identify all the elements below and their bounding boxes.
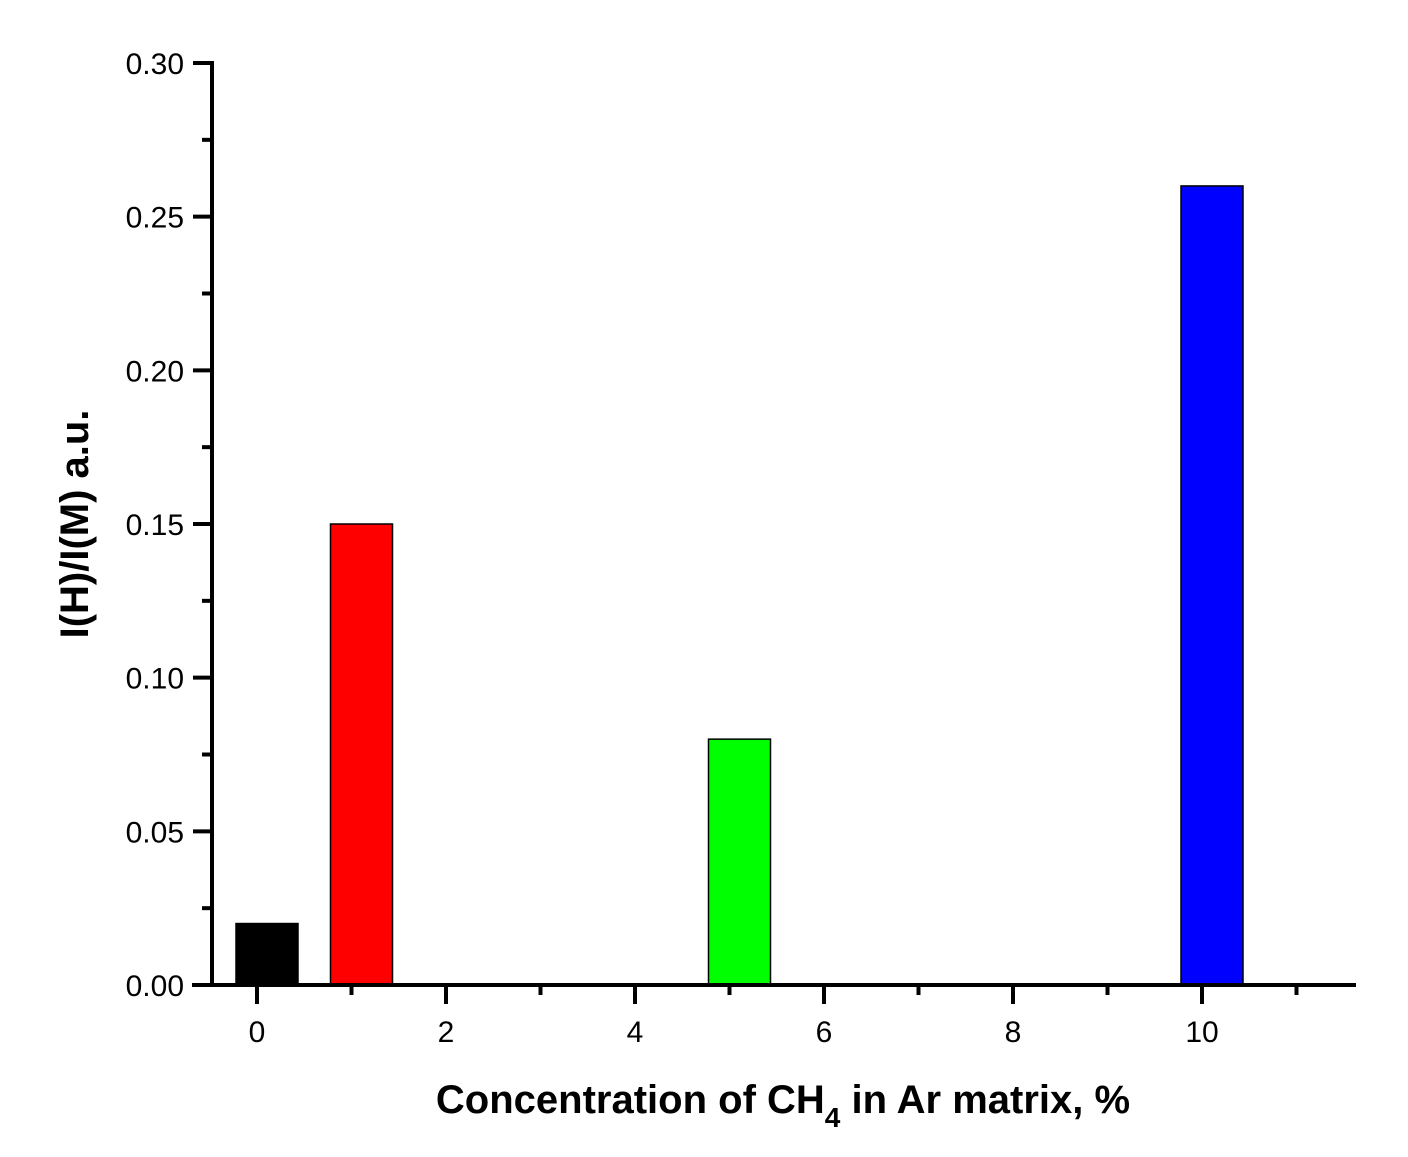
bar-10	[1180, 185, 1244, 986]
x-tick-label: 4	[627, 1016, 644, 1049]
x-tick-label: 0	[249, 1016, 266, 1049]
y-tick-label: 0.10	[126, 663, 184, 696]
x-tick-label: 6	[816, 1016, 833, 1049]
x-axis-title: Concentration of CH4 in Ar matrix, %	[436, 1078, 1130, 1133]
bar-0	[235, 922, 299, 986]
y-tick-label: 0.00	[126, 970, 184, 1003]
bar-1	[329, 523, 394, 986]
bar-5	[707, 738, 772, 986]
bars	[235, 185, 1244, 986]
y-axis-title: I(H)/I(M) a.u.	[53, 410, 97, 639]
x-tick-label: 8	[1005, 1016, 1022, 1049]
y-axis-ticks: 0.00 0.05 0.10 0.15 0.20 0.25 0.30	[126, 48, 212, 1003]
x-tick-label: 10	[1185, 1016, 1218, 1049]
y-tick-label: 0.15	[126, 509, 184, 542]
x-tick-label: 2	[438, 1016, 455, 1049]
x-axis-ticks: 0 2 4 6 8 10	[249, 985, 1299, 1049]
y-tick-label: 0.30	[126, 48, 184, 81]
y-tick-label: 0.25	[126, 202, 184, 235]
y-tick-label: 0.20	[126, 355, 184, 388]
y-tick-label: 0.05	[126, 816, 184, 849]
